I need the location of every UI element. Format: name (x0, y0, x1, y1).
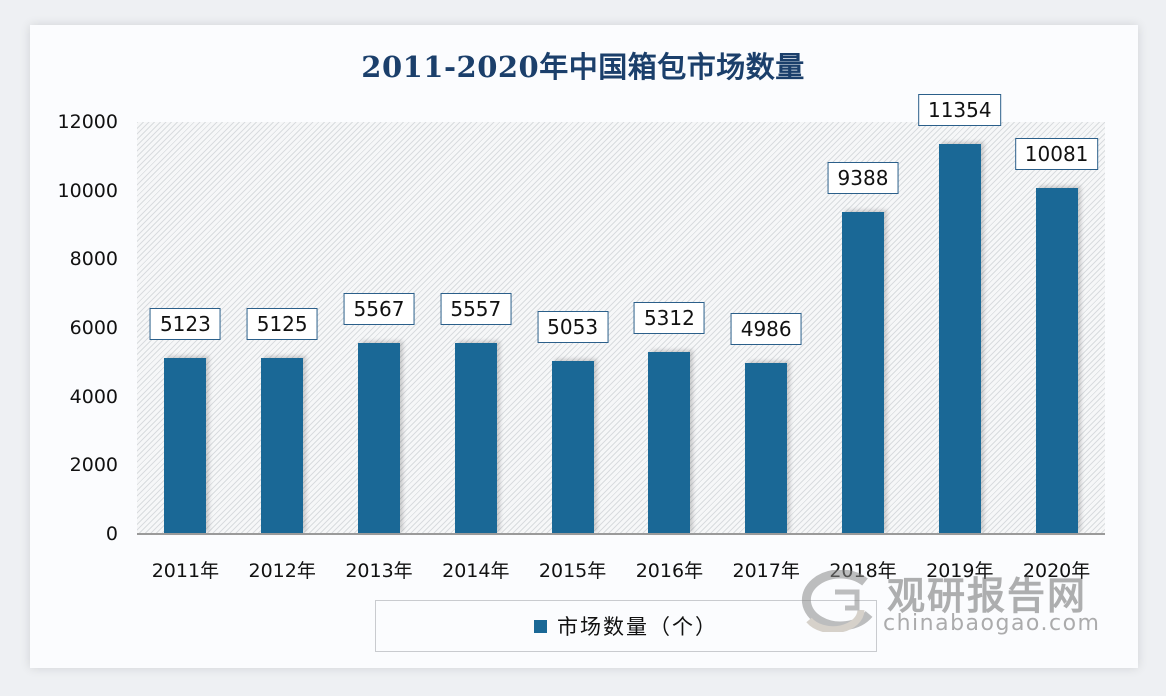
bar-2015 (551, 360, 594, 534)
watermark-cn-text: 观研报告网 (887, 574, 1088, 618)
x-tick-label: 2016年 (635, 560, 704, 582)
data-label: 5567 (343, 292, 415, 325)
legend: 市场数量（个） (375, 600, 877, 652)
legend-label: 市场数量（个） (557, 615, 718, 639)
data-label: 5557 (440, 293, 512, 326)
bar-2019 (938, 144, 981, 534)
bar-2017 (745, 362, 788, 534)
x-axis-line (137, 533, 1105, 535)
bar-2018 (842, 211, 884, 534)
bar-2011 (164, 358, 207, 534)
bar-2013 (358, 342, 400, 534)
watermark-en-text: chinabaogao.com (883, 611, 1101, 636)
x-tick-label: 2014年 (442, 560, 510, 582)
bar-2020 (1035, 187, 1078, 534)
data-label: 5312 (633, 301, 705, 334)
y-tick-label: 8000 (69, 248, 118, 271)
y-tick-label: 2000 (69, 454, 118, 477)
y-tick-label: 6000 (69, 317, 118, 339)
legend-swatch-icon (534, 619, 547, 633)
bar-2014 (454, 343, 497, 534)
bar-2012 (261, 358, 304, 534)
x-tick-label: 2017年 (732, 560, 800, 582)
x-tick-label: 2011年 (151, 560, 220, 582)
data-label: 9388 (827, 161, 899, 194)
x-tick-label: 2020年 (1022, 560, 1091, 582)
y-tick-label: 0 (105, 523, 118, 545)
watermark-logo-icon (801, 570, 873, 632)
y-tick-label: 4000 (69, 385, 118, 408)
y-tick-label: 12000 (57, 111, 118, 133)
watermark: 观研报告网 chinabaogao.com (795, 565, 1115, 640)
x-tick-label: 2019年 (926, 560, 994, 582)
x-tick-label: 2012年 (248, 560, 316, 582)
data-label: 4986 (730, 312, 802, 345)
y-tick-label: 10000 (57, 179, 118, 202)
x-tick-label: 2015年 (538, 560, 607, 582)
data-label: 5125 (246, 308, 318, 341)
x-tick-label: 2013年 (345, 560, 413, 582)
data-label: 11354 (917, 94, 1002, 127)
data-label: 5123 (149, 308, 221, 341)
data-label: 5053 (537, 310, 609, 343)
data-label: 10081 (1014, 137, 1099, 170)
bar-2016 (648, 351, 691, 534)
chart-title: 2011-2020年中国箱包市场数量 (361, 50, 805, 84)
